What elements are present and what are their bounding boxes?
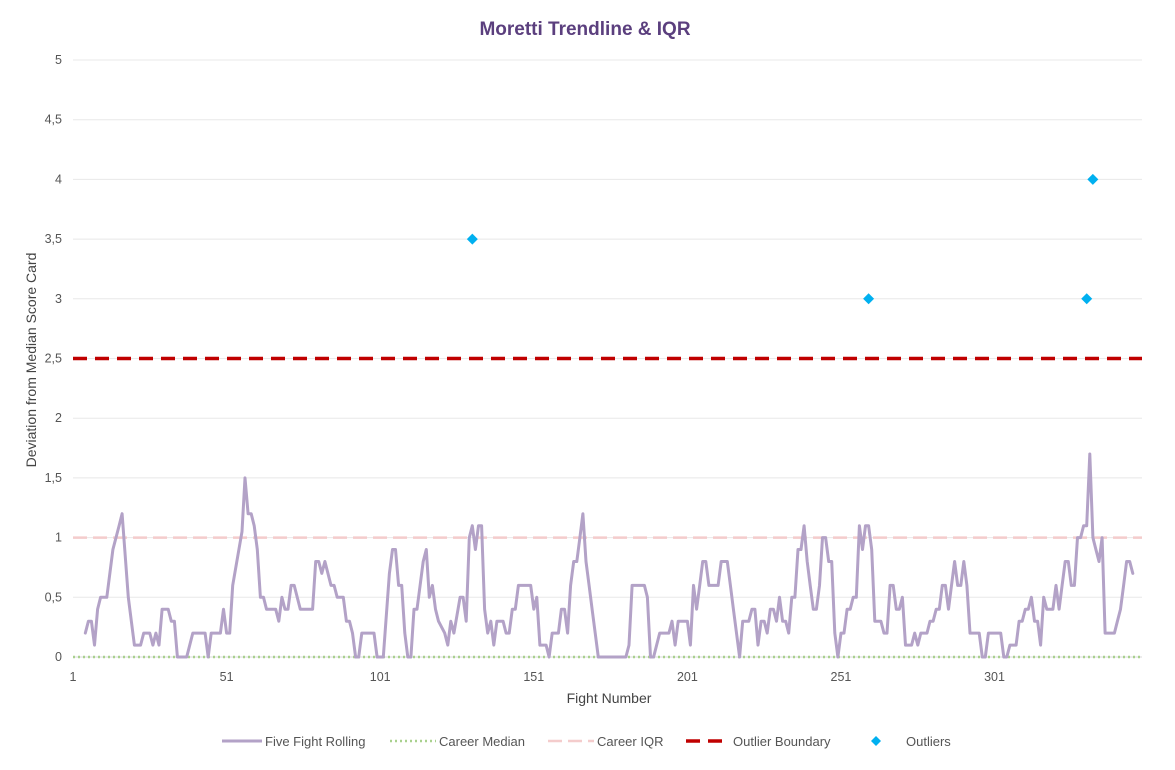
legend-label-career-iqr: Career IQR	[597, 734, 663, 749]
outlier-point	[863, 293, 875, 305]
y-tick-label: 2	[55, 411, 62, 425]
x-tick-label: 51	[220, 670, 234, 684]
x-tick-label: 201	[677, 670, 698, 684]
y-tick-label: 1	[55, 531, 62, 545]
y-tick-label: 1,5	[45, 471, 62, 485]
y-tick-label: 5	[55, 53, 62, 67]
y-tick-label: 2,5	[45, 352, 62, 366]
legend: Five Fight Rolling Career Median Career IQ…	[222, 734, 951, 749]
x-axis-ticks: 1 51 101 151 201 251 301	[70, 670, 1006, 684]
y-tick-label: 3,5	[45, 232, 62, 246]
x-tick-label: 301	[984, 670, 1005, 684]
x-tick-label: 251	[831, 670, 852, 684]
y-tick-label: 0	[55, 650, 62, 664]
legend-label-five-fight-rolling: Five Fight Rolling	[265, 734, 365, 749]
x-tick-label: 151	[523, 670, 544, 684]
series-layer	[83, 173, 1135, 659]
x-tick-label: 1	[70, 670, 77, 684]
y-tick-label: 4	[55, 172, 62, 186]
outlier-point	[1081, 293, 1093, 305]
y-tick-label: 4,5	[45, 113, 62, 127]
y-tick-label: 3	[55, 292, 62, 306]
legend-marker-outliers	[871, 736, 881, 746]
chart-title: Moretti Trendline & IQR	[479, 19, 690, 40]
outlier-point	[466, 233, 478, 245]
x-axis-label: Fight Number	[567, 690, 652, 706]
y-tick-label: 0,5	[45, 590, 62, 604]
reference-lines	[73, 356, 1142, 659]
legend-label-career-median: Career Median	[439, 734, 525, 749]
y-axis-label: Deviation from Median Score Card	[23, 253, 39, 468]
x-tick-label: 101	[370, 670, 391, 684]
legend-label-outliers: Outliers	[906, 734, 951, 749]
y-axis-ticks: 0 0,5 1 1,5 2 2,5 3 3,5 4 4,5 5	[45, 53, 62, 664]
outlier-point	[1087, 173, 1099, 185]
series-line-five-fight-rolling	[83, 452, 1135, 659]
legend-label-outlier-boundary: Outlier Boundary	[733, 734, 831, 749]
